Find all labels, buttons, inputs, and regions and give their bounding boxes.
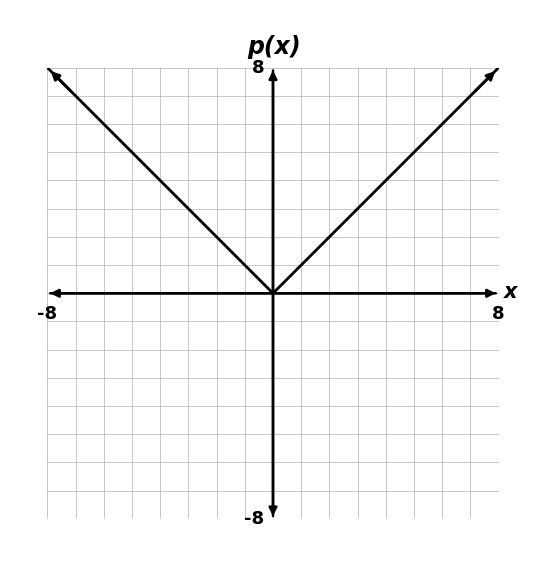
Text: p(x): p(x) — [247, 35, 301, 59]
Text: -8: -8 — [245, 510, 265, 528]
Text: 8: 8 — [252, 59, 265, 77]
Text: 8: 8 — [492, 305, 505, 323]
Text: x: x — [505, 282, 518, 302]
Text: -8: -8 — [37, 305, 57, 323]
